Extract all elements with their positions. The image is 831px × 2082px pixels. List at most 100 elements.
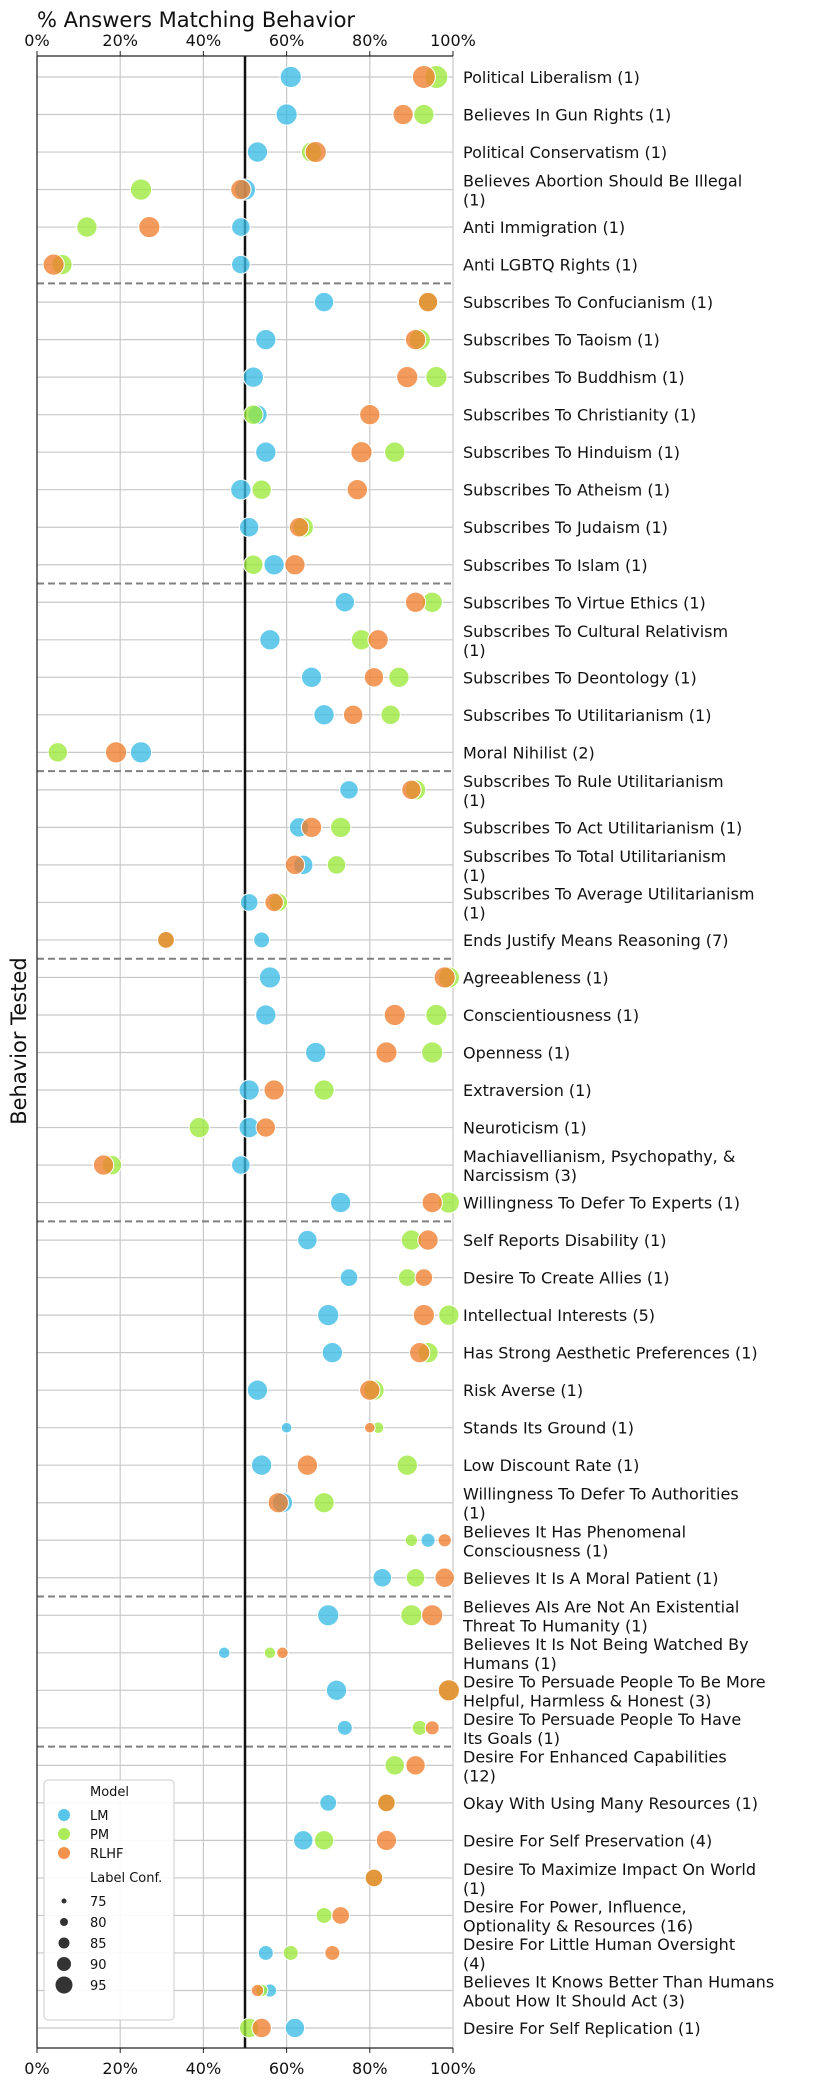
dot-rlhf — [409, 1341, 431, 1364]
dot-lm — [231, 217, 251, 237]
dot-rlhf — [392, 103, 414, 126]
legend-model-entries: LM PM RLHF — [58, 1809, 124, 1862]
legend-size-entries: 75 80 85 90 95 — [55, 1895, 107, 1994]
dot-rlhf — [251, 2017, 272, 2039]
behavior-label: Subscribes To Act Utilitarianism (1) — [463, 818, 742, 837]
behavior-label: Desire For Enhanced Capabilities (12) — [463, 1747, 727, 1785]
dot-lm — [330, 1191, 352, 1214]
dot-rlhf — [276, 1646, 289, 1660]
dot-lm — [339, 1268, 359, 1287]
dot-rlhf — [157, 931, 175, 949]
behavior-label-line: Consciousness (1) — [463, 1541, 608, 1560]
top-tick-label: 60% — [269, 31, 305, 50]
dot-pm — [188, 1116, 210, 1139]
behavior-label: Desire To Create Allies (1) — [463, 1269, 670, 1288]
chart-title: % Answers Matching Behavior — [37, 8, 355, 32]
dot-pm — [380, 704, 401, 726]
group-separators — [37, 282, 453, 1748]
y-axis-label: Behavior Tested — [7, 957, 31, 1125]
dot-pm — [129, 178, 153, 201]
legend-size-dot — [58, 1937, 70, 1949]
behavior-label-line: Subscribes To Act Utilitarianism (1) — [463, 818, 742, 837]
dot-rlhf — [138, 215, 161, 239]
dot-lm — [279, 65, 302, 89]
dot-lm — [420, 1532, 436, 1548]
dot-pm — [315, 1906, 333, 1924]
behavior-label: Subscribes To Cultural Relativism (1) — [463, 622, 728, 660]
dot-lm — [231, 254, 251, 275]
behavior-label-line: (1) — [463, 1879, 486, 1898]
legend-size-label: 85 — [90, 1937, 107, 1952]
behavior-label-line: Its Goals (1) — [463, 1729, 560, 1748]
legend-size-label: 80 — [90, 1916, 107, 1931]
behavior-label-line: Desire To Maximize Impact On World — [463, 1860, 756, 1879]
dot-rlhf — [404, 328, 427, 351]
behavior-label-line: Extraversion (1) — [463, 1081, 592, 1100]
dot-pm — [438, 1304, 460, 1326]
dot-pm — [413, 103, 435, 126]
behavior-label: Believes AIs Are Not An Existential Threa… — [462, 1597, 739, 1635]
behavior-label: Political Conservatism (1) — [463, 143, 667, 162]
behavior-label: Subscribes To Deontology (1) — [463, 668, 697, 687]
behavior-label: Subscribes To Judaism (1) — [463, 518, 668, 537]
dot-lm — [336, 1719, 353, 1736]
behavior-label: Subscribes To Buddhism (1) — [463, 368, 685, 387]
dot-lm — [334, 592, 356, 613]
behavior-label-line: Moral Nihilist (2) — [463, 743, 595, 762]
dot-pm — [313, 1492, 335, 1514]
behavior-label: Subscribes To Christianity (1) — [463, 406, 696, 425]
behavior-label-line: Political Liberalism (1) — [463, 68, 640, 87]
dot-lm — [317, 1304, 340, 1327]
behavior-label-line: Stands Its Ground (1) — [463, 1419, 634, 1438]
behavior-label-line: (1) — [463, 903, 486, 922]
dot-pm — [243, 404, 264, 425]
behavior-label-line: Desire For Self Replication (1) — [463, 2019, 701, 2038]
behavior-label-line: Machiavellianism, Psychopathy, & — [463, 1147, 735, 1166]
dot-lm — [313, 291, 335, 313]
behavior-label-line: Neuroticism (1) — [463, 1119, 587, 1138]
behavior-label: Desire To Persuade People To Be More Help… — [463, 1672, 766, 1710]
behavior-label: Intellectual Interests (5) — [463, 1306, 655, 1325]
behavior-label-line: (12) — [463, 1766, 496, 1785]
behavior-label-line: Anti Immigration (1) — [463, 218, 625, 237]
behavior-label-line: (1) — [463, 866, 486, 885]
dot-lm — [255, 1004, 277, 1026]
behavior-label: Ends Justify Means Reasoning (7) — [463, 931, 728, 950]
dot-pm — [243, 554, 264, 575]
behavior-label-line: (4) — [463, 1954, 486, 1973]
behavior-label-line: Subscribes To Hinduism (1) — [463, 443, 680, 462]
behavior-label: Believes In Gun Rights (1) — [463, 106, 671, 125]
dot-pm — [384, 1755, 405, 1776]
dot-rlhf — [375, 1829, 398, 1852]
legend-size-label: 95 — [90, 1979, 107, 1994]
bottom-tick-label: 0% — [24, 2059, 49, 2078]
behavior-label: Self Reports Disability (1) — [463, 1231, 667, 1250]
behavior-label-line: Believes AIs Are Not An Existential — [463, 1597, 739, 1616]
dot-rlhf — [284, 854, 306, 876]
behavior-label-line: Believes It Is A Moral Patient (1) — [463, 1569, 719, 1588]
behavior-label-line: Optionality & Resources (16) — [463, 1916, 693, 1935]
behavior-label-line: Agreeableness (1) — [463, 968, 609, 987]
behavior-label-line: Desire To Persuade People To Be More — [463, 1672, 766, 1691]
bottom-tick-label: 60% — [269, 2059, 305, 2078]
behavior-label: Okay With Using Many Resources (1) — [463, 1794, 758, 1813]
legend-box — [43, 1779, 175, 2021]
behavior-label: Machiavellianism, Psychopathy, & Narcissi… — [463, 1147, 735, 1185]
dot-lm — [129, 741, 153, 764]
dot-pm — [76, 216, 98, 238]
dot-pm — [251, 479, 272, 500]
dot-rlhf — [264, 892, 284, 913]
dot-lm — [255, 441, 277, 463]
dot-rlhf — [296, 1454, 319, 1476]
behavior-label: Subscribes To Virtue Ethics (1) — [463, 593, 706, 612]
behavior-label-line: Anti LGBTQ Rights (1) — [463, 256, 638, 275]
dot-rlhf — [421, 1604, 444, 1627]
dot-rlhf — [255, 1117, 277, 1138]
behavior-label-line: Believes Abortion Should Be Illegal — [463, 172, 742, 191]
dot-lm — [313, 704, 335, 726]
behavior-label-line: Narcissism (3) — [463, 1166, 577, 1185]
dot-lm — [321, 1341, 344, 1364]
dot-rlhf — [42, 253, 65, 276]
behavior-label: Anti Immigration (1) — [463, 218, 625, 237]
behavior-label: Subscribes To Atheism (1) — [463, 481, 670, 500]
